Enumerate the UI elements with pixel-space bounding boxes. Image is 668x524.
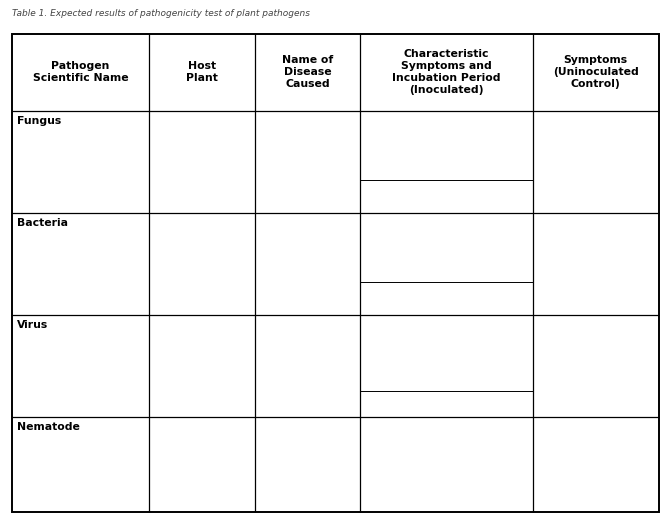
Text: Fungus: Fungus <box>17 116 61 126</box>
Text: Nematode: Nematode <box>17 422 79 432</box>
Text: Symptoms
(Uninoculated
Control): Symptoms (Uninoculated Control) <box>553 56 639 90</box>
Text: Virus: Virus <box>17 320 48 330</box>
Text: Bacteria: Bacteria <box>17 218 67 228</box>
Text: Characteristic
Symptoms and
Incubation Period
(Inoculated): Characteristic Symptoms and Incubation P… <box>392 49 501 95</box>
Text: Table 1. Expected results of pathogenicity test of plant pathogens: Table 1. Expected results of pathogenici… <box>12 9 310 18</box>
Text: Pathogen
Scientific Name: Pathogen Scientific Name <box>33 61 128 83</box>
Text: Host
Plant: Host Plant <box>186 61 218 83</box>
Text: Name of
Disease
Caused: Name of Disease Caused <box>282 56 333 90</box>
